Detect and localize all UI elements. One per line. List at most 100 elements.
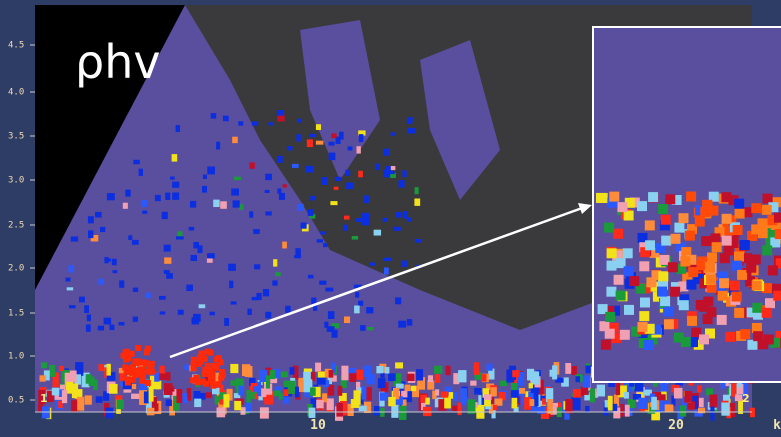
echo-pixel xyxy=(41,362,48,369)
echo-pixel xyxy=(131,393,140,399)
echo-pixel xyxy=(327,311,335,319)
echo-pixel xyxy=(440,391,449,398)
echo-pixel xyxy=(103,391,110,401)
echo-pixel xyxy=(296,134,301,142)
inset-pixel xyxy=(681,247,692,258)
title: ρhv xyxy=(75,35,161,89)
inset-pixel xyxy=(684,230,695,241)
echo-pixel xyxy=(253,229,260,234)
echo-pixel xyxy=(235,378,244,389)
echo-pixel xyxy=(542,398,547,405)
echo-pixel xyxy=(339,131,344,140)
echo-pixel xyxy=(533,392,539,407)
echo-pixel xyxy=(298,377,306,393)
echo-pixel xyxy=(340,401,347,416)
echo-pixel xyxy=(61,390,68,404)
inset-pixel xyxy=(762,245,773,256)
echo-pixel xyxy=(95,211,102,218)
echo-pixel xyxy=(214,395,224,405)
rain-pixel xyxy=(219,372,226,378)
echo-pixel xyxy=(280,371,288,378)
echo-pixel xyxy=(249,377,256,386)
echo-pixel xyxy=(580,386,589,396)
echo-pixel xyxy=(460,388,467,402)
inset-pixel xyxy=(605,311,616,322)
echo-pixel xyxy=(315,124,322,130)
echo-pixel xyxy=(395,383,404,389)
echo-pixel xyxy=(331,133,337,139)
echo-pixel xyxy=(112,270,118,274)
echo-pixel xyxy=(316,399,324,409)
echo-pixel xyxy=(71,400,80,412)
inset-pixel xyxy=(638,329,649,340)
inset-pixel xyxy=(676,263,687,274)
echo-pixel xyxy=(550,402,558,415)
echo-pixel xyxy=(364,401,372,414)
echo-pixel xyxy=(470,380,477,386)
echo-pixel xyxy=(527,368,535,381)
echo-pixel xyxy=(682,396,687,411)
echo-pixel xyxy=(176,236,184,240)
inset-pixel xyxy=(637,201,647,212)
inset-pixel xyxy=(714,227,725,238)
echo-pixel xyxy=(234,176,241,181)
echo-pixel xyxy=(380,382,389,395)
echo-pixel xyxy=(530,382,540,393)
inset-pixel xyxy=(604,328,615,339)
echo-pixel xyxy=(651,396,657,410)
echo-pixel xyxy=(517,372,525,386)
echo-pixel xyxy=(358,134,364,143)
echo-pixel xyxy=(276,110,285,116)
rain-pixel xyxy=(147,366,154,372)
echo-pixel xyxy=(173,395,180,411)
echo-pixel xyxy=(74,374,82,385)
inset-pixel xyxy=(624,197,635,208)
rain-pixel xyxy=(203,380,210,387)
echo-pixel xyxy=(652,392,662,401)
inset-pixel xyxy=(719,253,730,264)
echo-pixel xyxy=(66,287,74,291)
echo-pixel xyxy=(406,373,415,381)
echo-pixel xyxy=(355,292,360,298)
echo-pixel xyxy=(159,365,165,378)
echo-pixel xyxy=(276,155,283,163)
echo-pixel xyxy=(457,402,462,416)
inset-pixel xyxy=(747,339,758,350)
echo-pixel xyxy=(695,397,704,408)
echo-pixel xyxy=(373,229,382,236)
echo-pixel xyxy=(331,329,338,338)
inset-pixel xyxy=(728,195,739,206)
echo-pixel xyxy=(414,187,419,195)
echo-pixel xyxy=(269,370,276,380)
echo-pixel xyxy=(170,176,175,180)
inset-pixel xyxy=(659,220,670,231)
echo-pixel xyxy=(384,367,390,374)
inset-pixel xyxy=(739,240,750,250)
echo-pixel xyxy=(297,118,302,123)
echo-pixel xyxy=(292,163,299,168)
inset-pixel xyxy=(682,272,693,283)
rain-pixel xyxy=(190,362,197,369)
echo-pixel xyxy=(549,369,555,377)
echo-pixel xyxy=(282,184,287,188)
echo-pixel xyxy=(528,391,536,406)
inset-pixel xyxy=(772,283,781,294)
inset-pixel xyxy=(678,281,689,292)
inset-pixel xyxy=(657,286,667,297)
rain-pixel xyxy=(204,362,211,369)
echo-pixel xyxy=(128,235,133,240)
inset-pixel xyxy=(767,215,778,226)
inset-pixel xyxy=(721,235,732,246)
inset-pixel xyxy=(742,207,753,218)
inset-pixel xyxy=(725,331,736,342)
echo-pixel xyxy=(239,204,244,210)
inset-pixels xyxy=(596,191,781,350)
echo-pixel xyxy=(273,259,278,267)
echo-pixel xyxy=(84,395,92,405)
echo-pixel xyxy=(383,257,392,262)
echo-pixel xyxy=(589,388,596,403)
inset-pixel xyxy=(667,262,678,273)
echo-pixel xyxy=(398,320,407,328)
inset-pixel xyxy=(687,224,697,235)
